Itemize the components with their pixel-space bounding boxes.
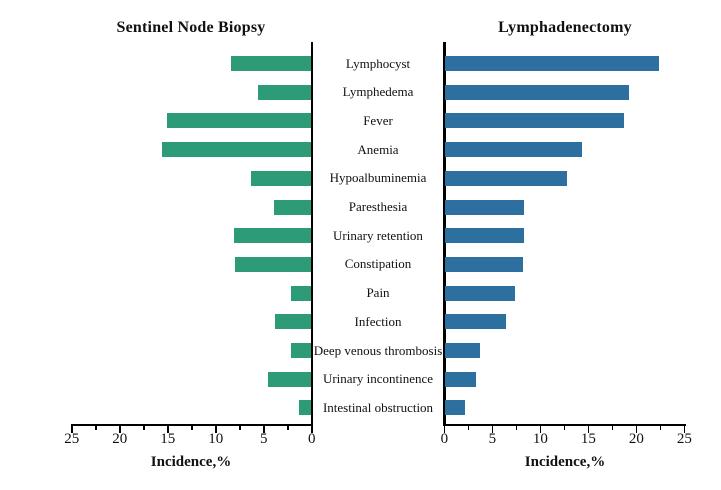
left-bar-urinary-incontinence — [267, 371, 311, 387]
left-x-tick-label: 10 — [208, 431, 224, 447]
right-x-tick-label: 15 — [580, 431, 596, 447]
right-x-tick-label: 25 — [676, 431, 692, 447]
left-x-major-tick — [71, 426, 73, 434]
category-label: Paresthesia — [348, 199, 408, 214]
category-label: Infection — [354, 313, 402, 329]
left-bar-intestinal-obstruction — [298, 400, 311, 416]
left-x-axis-line — [71, 424, 313, 427]
right-x-major-tick — [683, 426, 686, 434]
left-x-major-tick — [119, 426, 121, 434]
left-x-minor-tick — [143, 426, 145, 431]
right-x-tick-label: 20 — [628, 431, 644, 447]
left-x-tick-label: 0 — [308, 431, 316, 447]
right-bar-paresthesia — [444, 199, 525, 215]
right-x-minor-tick — [467, 426, 470, 431]
right-bar-urinary-incontinence — [444, 371, 476, 387]
left-bar-anemia — [162, 142, 311, 158]
left-chart-title: Sentinel Node Biopsy — [116, 19, 266, 36]
right-x-major-tick — [443, 426, 446, 434]
left-bar-pain — [290, 285, 311, 301]
right-x-minor-tick — [659, 426, 662, 431]
category-label: Deep venous thrombosis — [313, 342, 443, 358]
left-bar-lymphedema — [258, 84, 311, 100]
right-x-minor-tick — [611, 426, 614, 431]
right-bar-constipation — [444, 256, 523, 272]
left-bar-urinary-retention — [234, 228, 311, 244]
right-chart-zero-axis — [443, 42, 446, 427]
left-chart-zero-axis — [310, 42, 313, 427]
category-label: Constipation — [344, 256, 412, 272]
right-x-tick-label: 10 — [532, 431, 548, 447]
right-bar-deep-venous-thrombosis — [444, 343, 481, 358]
right-x-major-tick — [539, 426, 542, 434]
right-bar-pain — [444, 285, 515, 301]
right-bar-fever — [444, 113, 625, 129]
category-label: Urinary retention — [333, 227, 423, 243]
left-bar-deep-venous-thrombosis — [290, 343, 311, 358]
left-x-minor-tick — [239, 426, 241, 431]
right-x-major-tick — [491, 426, 494, 434]
category-label: Intestinal obstruction — [322, 399, 434, 415]
left-x-minor-tick — [287, 426, 289, 431]
right-bar-infection — [444, 314, 507, 330]
left-x-axis-label: Incidence,% — [150, 454, 232, 470]
right-bar-hypoalbuminemia — [444, 170, 567, 186]
left-bar-paresthesia — [273, 199, 311, 215]
right-bar-anemia — [444, 142, 583, 158]
right-x-axis-line — [443, 424, 686, 427]
right-x-major-tick — [635, 426, 638, 434]
category-label: Lymphedema — [342, 84, 414, 100]
left-x-tick-label: 20 — [112, 431, 128, 447]
left-x-tick-label: 25 — [64, 431, 80, 447]
right-x-major-tick — [587, 426, 590, 434]
category-label: Fever — [363, 112, 393, 128]
right-chart-title: Lymphadenectomy — [498, 19, 632, 36]
left-bar-infection — [274, 314, 311, 330]
category-label: Anemia — [357, 141, 399, 157]
left-bar-lymphocyst — [231, 56, 311, 71]
left-bar-constipation — [235, 256, 311, 272]
left-x-major-tick — [311, 426, 313, 434]
left-x-tick-label: 5 — [260, 431, 268, 447]
left-x-tick-label: 15 — [160, 431, 176, 447]
right-x-tick-label: 5 — [488, 431, 497, 447]
category-label: Hypoalbuminemia — [329, 170, 427, 186]
right-x-axis-label: Incidence,% — [524, 454, 606, 470]
left-x-major-tick — [263, 426, 265, 434]
left-x-minor-tick — [191, 426, 193, 431]
right-x-minor-tick — [563, 426, 566, 431]
category-label: Pain — [366, 285, 390, 301]
left-x-major-tick — [167, 426, 169, 434]
right-bar-lymphedema — [444, 84, 630, 100]
right-bar-lymphocyst — [444, 56, 659, 71]
category-label: Lymphocyst — [345, 55, 411, 71]
left-bar-hypoalbuminemia — [250, 170, 311, 186]
category-label: Urinary incontinence — [322, 371, 434, 387]
left-bar-fever — [167, 113, 311, 129]
left-x-major-tick — [215, 426, 217, 434]
right-x-minor-tick — [515, 426, 518, 431]
right-bar-urinary-retention — [444, 228, 525, 244]
left-x-minor-tick — [95, 426, 97, 431]
right-x-tick-label: 0 — [440, 431, 449, 447]
right-bar-intestinal-obstruction — [444, 400, 465, 416]
